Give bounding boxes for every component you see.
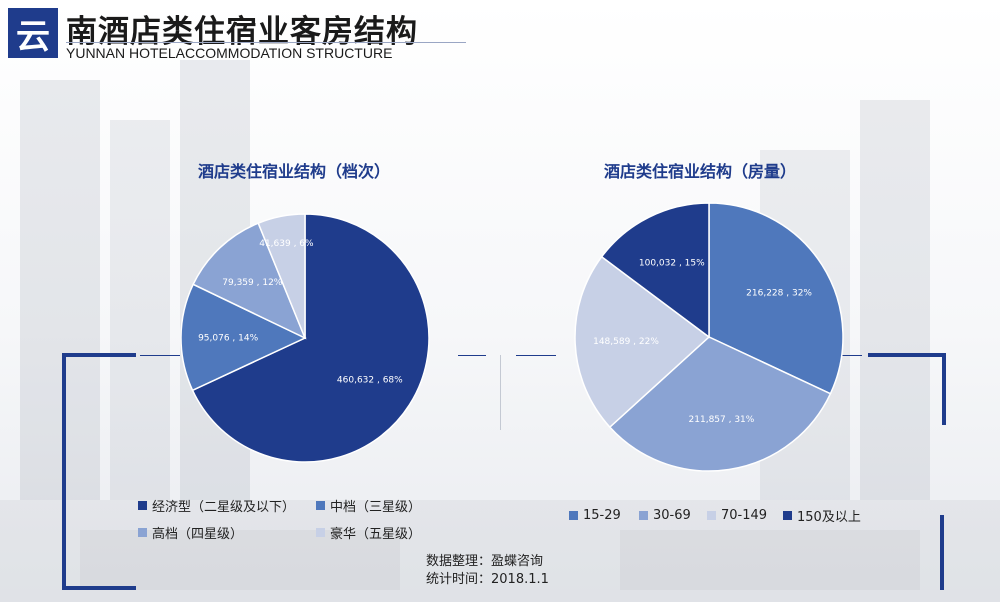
right-bracket-vertical xyxy=(942,353,946,425)
pie-slice-0-0 xyxy=(191,213,430,463)
pie-data-label-1-1: 211,857 , 31% xyxy=(689,415,755,425)
legend-label: 经济型（二星级及以下） xyxy=(152,500,296,515)
pie-data-label-1-0: 216,228 , 32% xyxy=(746,288,812,298)
legend-item-0-3: 豪华（五星级） xyxy=(316,523,466,542)
pie-slice-1-0 xyxy=(708,202,844,395)
legend-item-1-2: 70-149 xyxy=(707,506,783,525)
legend-item-1-3: 150及以上 xyxy=(783,506,873,525)
left-bracket-bottom xyxy=(62,586,136,590)
pie-data-label-1-2: 148,589 , 22% xyxy=(593,337,659,347)
legend-label: 豪华（五星级） xyxy=(330,527,422,542)
right-dash-1 xyxy=(516,355,556,356)
pie-slice-0-2 xyxy=(192,222,307,340)
legend-label: 70-149 xyxy=(721,508,768,523)
legend-swatch xyxy=(316,528,325,537)
legend-item-0-0: 经济型（二星级及以下） xyxy=(138,496,316,515)
legend-label: 中档（三星级） xyxy=(330,500,422,515)
background-decoration xyxy=(0,60,1000,602)
right-bracket-top xyxy=(868,353,946,357)
page-subtitle: YUNNAN HOTELACCOMMODATION STRUCTURE xyxy=(66,45,393,61)
logo-badge: 云 xyxy=(8,8,58,58)
pie-chart-rooms: 216,228 , 32% 211,857 , 31% 148,589 , 22% 1… xyxy=(574,202,844,472)
left-bracket-vertical xyxy=(62,353,66,590)
legend-swatch xyxy=(707,511,716,520)
pie-slice-1-3 xyxy=(600,202,710,339)
left-dash-1 xyxy=(140,355,180,356)
legend-label: 15-29 xyxy=(583,508,621,523)
legend-swatch xyxy=(138,501,147,510)
center-divider xyxy=(500,355,501,430)
legend-swatch xyxy=(316,501,325,510)
legend-item-0-1: 中档（三星级） xyxy=(316,496,466,515)
legend-rooms: 15-29 30-69 70-149 150及以上 xyxy=(569,506,873,525)
source-line-2: 统计时间：2018.1.1 xyxy=(426,572,549,587)
left-bracket-top xyxy=(62,353,136,357)
legend-label: 高档（四星级） xyxy=(152,527,244,542)
source-line-1: 数据整理：盈蝶咨询 xyxy=(426,554,544,569)
legend-item-1-0: 15-29 xyxy=(569,506,639,525)
left-dash-2 xyxy=(458,355,486,356)
legend-item-0-2: 高档（四星级） xyxy=(138,523,316,542)
right-dash-2 xyxy=(832,355,862,356)
header-divider xyxy=(66,42,466,43)
pie-chart-grade: 460,632 , 68% 95,076 , 14% 79,359 , 12% 41,… xyxy=(180,213,430,463)
legend-item-1-1: 30-69 xyxy=(639,506,707,525)
pie-data-label-0-2: 79,359 , 12% xyxy=(222,278,283,288)
legend-swatch xyxy=(783,511,792,520)
right-bracket-lower xyxy=(940,515,944,590)
legend-label: 30-69 xyxy=(653,508,691,523)
chart-title-grade: 酒店类住宿业结构（档次） xyxy=(198,162,391,181)
legend-swatch xyxy=(138,528,147,537)
pie-slice-0-1 xyxy=(180,283,307,392)
legend-grade: 经济型（二星级及以下） 中档（三星级） 高档（四星级） 豪华（五星级） xyxy=(138,496,466,542)
pie-slice-0-3 xyxy=(257,213,306,339)
pie-data-label-0-1: 95,076 , 14% xyxy=(198,334,259,344)
pie-slice-1-2 xyxy=(574,255,711,429)
data-source: 数据整理：盈蝶咨询 统计时间：2018.1.1 xyxy=(426,553,549,589)
legend-swatch xyxy=(639,511,648,520)
pie-data-label-0-0: 460,632 , 68% xyxy=(337,375,403,385)
legend-swatch xyxy=(569,511,578,520)
pie-data-label-1-3: 100,032 , 15% xyxy=(639,259,705,269)
pie-slice-1-1 xyxy=(608,336,832,472)
pie-data-label-0-3: 41,639 , 6% xyxy=(259,239,314,249)
page-title: 南酒店类住宿业客房结构 xyxy=(66,14,418,50)
chart-title-rooms: 酒店类住宿业结构（房量） xyxy=(604,162,797,181)
legend-label: 150及以上 xyxy=(797,510,861,525)
